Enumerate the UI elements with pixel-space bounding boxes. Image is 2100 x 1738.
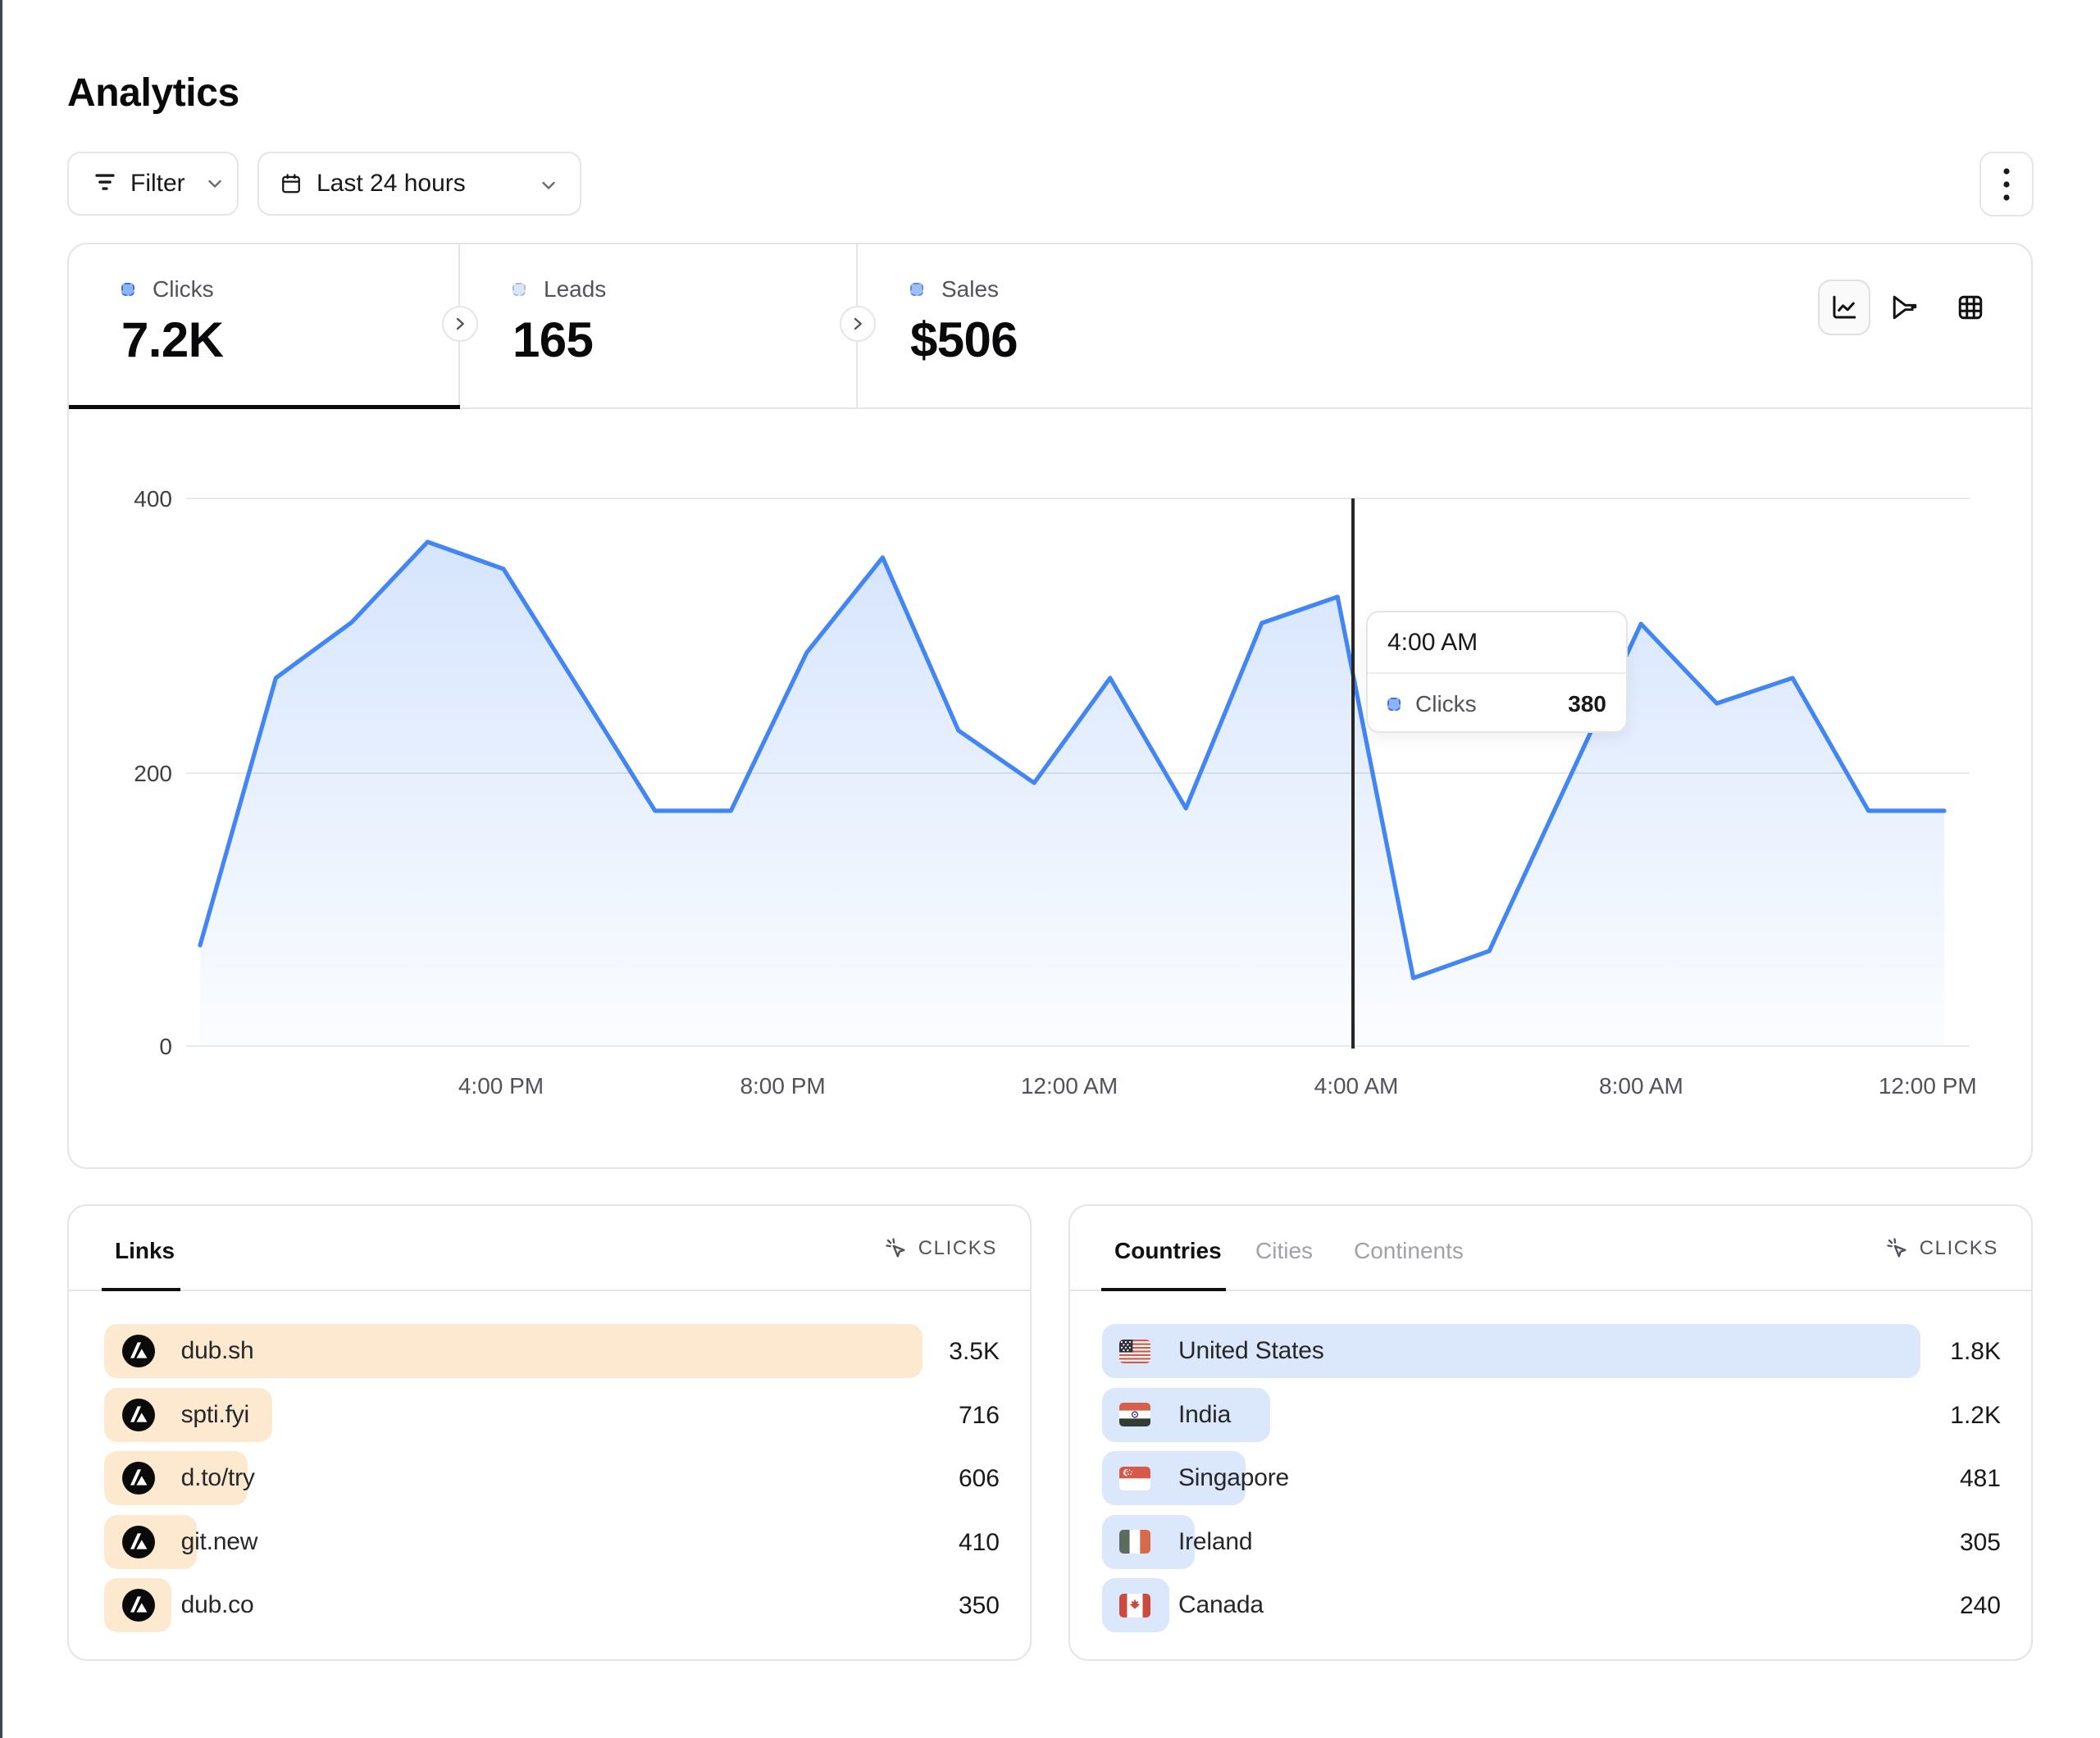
svg-text:8:00 AM: 8:00 AM bbox=[1599, 1073, 1683, 1099]
svg-text:8:00 PM: 8:00 PM bbox=[740, 1073, 825, 1099]
svg-text:200: 200 bbox=[134, 761, 172, 786]
svg-text:4:00 AM: 4:00 AM bbox=[1314, 1073, 1399, 1099]
svg-text:4:00 PM: 4:00 PM bbox=[458, 1073, 544, 1099]
svg-text:12:00 PM: 12:00 PM bbox=[1879, 1073, 1977, 1099]
svg-text:400: 400 bbox=[134, 486, 172, 512]
svg-text:0: 0 bbox=[159, 1034, 172, 1059]
svg-text:12:00 AM: 12:00 AM bbox=[1021, 1073, 1118, 1099]
